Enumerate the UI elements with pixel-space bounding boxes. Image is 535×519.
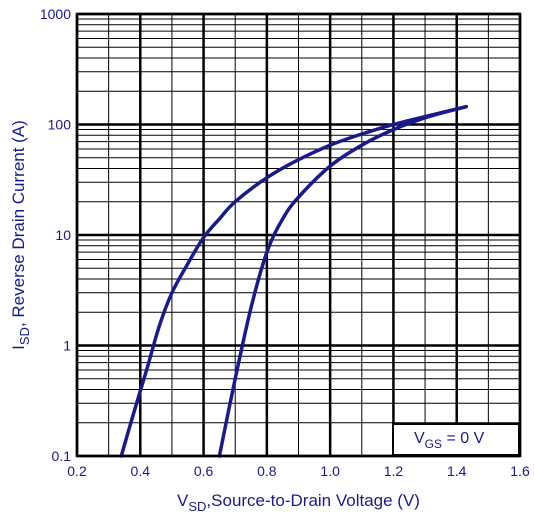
annotation-rest: = 0 V: [442, 430, 485, 447]
annotation-frame: [392, 423, 520, 456]
x-tick-label: 0.8: [257, 463, 277, 479]
y-tick-label: 1000: [40, 6, 71, 22]
x-tick-label: 1.6: [510, 463, 530, 479]
annotation-main: V: [414, 430, 425, 447]
grid-minor: [77, 14, 520, 456]
x-tick-label: 0.6: [194, 463, 214, 479]
annotation-text: VGS = 0 V: [414, 430, 485, 451]
plot-frame: [75, 12, 522, 458]
series-2-line: [217, 104, 468, 458]
y-axis-title-sub: SD: [17, 327, 32, 345]
x-tick-label: 1.2: [384, 463, 404, 479]
annotation-sub: GS: [425, 437, 442, 451]
x-tick-label: 1.4: [447, 463, 467, 479]
y-tick-label: 10: [55, 227, 71, 243]
x-axis-title: VSD,Source-to-Drain Voltage (V): [177, 491, 420, 514]
x-axis-title-main: V: [177, 491, 189, 510]
y-tick-labels: 0.1 1 10 100 1000: [40, 6, 71, 464]
x-tick-label: 0.4: [131, 463, 151, 479]
y-axis-title-main: I: [9, 345, 28, 350]
x-tick-labels: 0.2 0.4 0.6 0.8 1.0 1.2 1.4 1.6: [67, 463, 530, 479]
x-tick-label: 1.0: [320, 463, 340, 479]
annotation-box: VGS = 0 V: [392, 423, 520, 456]
y-tick-label: 1: [63, 338, 71, 354]
x-axis-title-rest: ,Source-to-Drain Voltage (V): [206, 491, 420, 510]
y-tick-label: 0.1: [52, 448, 72, 464]
y-axis-title: ISD, Reverse Drain Current (A): [9, 120, 32, 350]
x-axis-title-sub: SD: [188, 499, 206, 514]
y-axis-title-rest: , Reverse Drain Current (A): [9, 120, 28, 327]
x-tick-label: 0.2: [67, 463, 87, 479]
series-1-line: [119, 104, 468, 458]
y-tick-label: 100: [48, 117, 72, 133]
series-layer: [119, 104, 468, 458]
